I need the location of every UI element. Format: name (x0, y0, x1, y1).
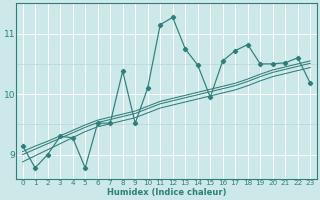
X-axis label: Humidex (Indice chaleur): Humidex (Indice chaleur) (107, 188, 226, 197)
